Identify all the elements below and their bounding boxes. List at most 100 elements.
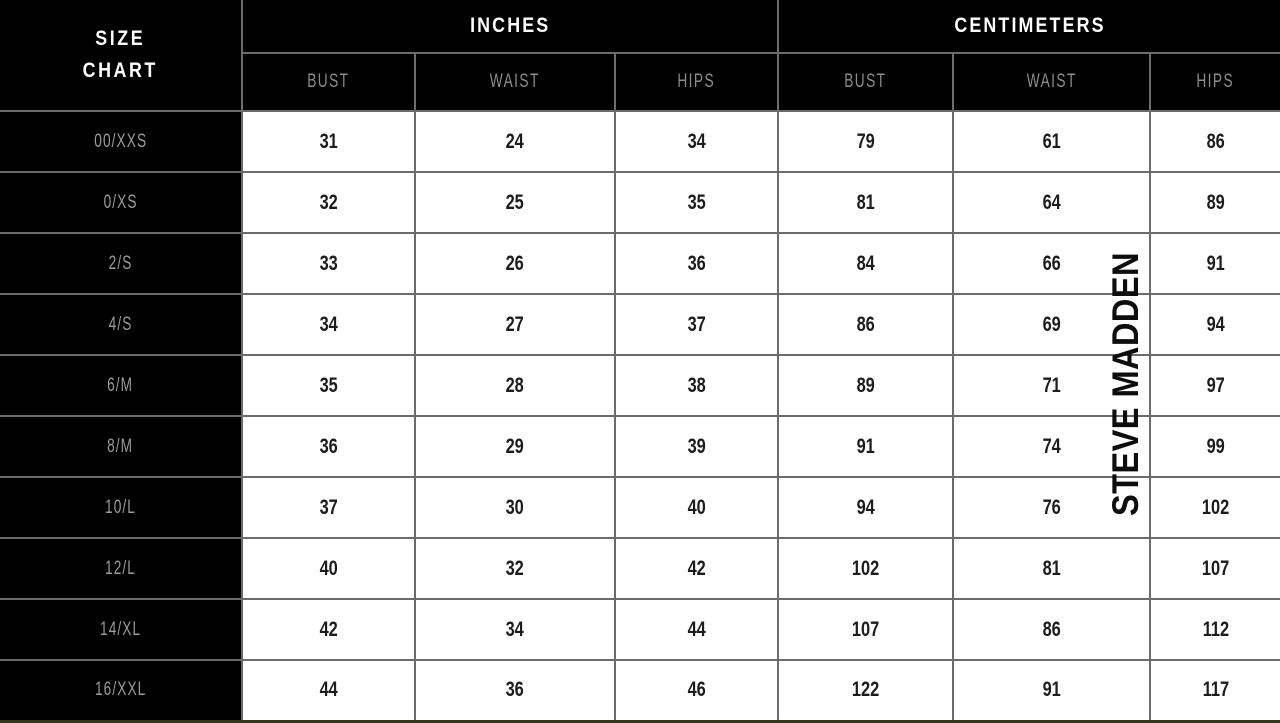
inches-hips-cell: 35 <box>613 171 780 234</box>
measurement-value: 91 <box>1042 678 1061 702</box>
table-row: 8/M 36 29 39 91 74 99 <box>0 415 1280 478</box>
cm-bust-cell: 89 <box>777 354 955 417</box>
measurement-value: 44 <box>319 678 338 702</box>
measurement-header-row: BUST WAIST HIPS BUST WAIST HIPS <box>0 52 1280 112</box>
size-label-cell: 6/M <box>0 354 243 417</box>
cm-waist-cell: 64 <box>952 171 1152 234</box>
measurement-value: 40 <box>319 556 338 580</box>
measurement-value: 94 <box>1206 312 1225 336</box>
column-header-cm-waist: WAIST <box>952 52 1152 112</box>
size-label: 6/M <box>107 374 134 396</box>
measurement-value: 107 <box>1201 556 1230 580</box>
cm-waist-cell: 81 <box>952 537 1152 600</box>
measurement-value: 34 <box>319 312 338 336</box>
size-label-cell: 0/XS <box>0 171 243 234</box>
inches-bust-cell: 31 <box>241 110 416 173</box>
table-row: 12/L 40 32 42 102 81 107 <box>0 537 1280 600</box>
inches-bust-cell: 32 <box>241 171 416 234</box>
cm-bust-cell: 102 <box>777 537 955 600</box>
size-label: 14/XL <box>99 618 142 640</box>
measurement-value: 86 <box>1206 129 1225 153</box>
cm-hips-cell: 86 <box>1149 110 1280 173</box>
measurement-value: 42 <box>319 617 338 641</box>
column-header-cm-bust: BUST <box>777 52 955 112</box>
measurement-value: 37 <box>687 312 706 336</box>
inches-waist-cell: 30 <box>414 476 616 539</box>
inches-bust-cell: 36 <box>241 415 416 478</box>
measurement-value: 35 <box>687 190 706 214</box>
column-header-cm-hips: HIPS <box>1149 52 1280 112</box>
column-header-label: HIPS <box>677 71 716 92</box>
inches-hips-cell: 46 <box>613 659 780 723</box>
cm-bust-cell: 86 <box>777 293 955 356</box>
inches-hips-cell: 44 <box>613 598 780 661</box>
measurement-value: 42 <box>687 556 706 580</box>
size-label-cell: 10/L <box>0 476 243 539</box>
measurement-value: 102 <box>1201 495 1230 519</box>
cm-waist-cell: 91 <box>952 659 1152 723</box>
cm-bust-cell: 91 <box>777 415 955 478</box>
column-header-label: WAIST <box>489 71 541 92</box>
measurement-value: 36 <box>687 251 706 275</box>
column-header-label: HIPS <box>1196 71 1235 92</box>
cm-hips-cell: 102 <box>1149 476 1280 539</box>
measurement-value: 36 <box>319 434 338 458</box>
inches-hips-cell: 36 <box>613 232 780 295</box>
measurement-value: 24 <box>505 129 525 153</box>
table-row: 0/XS 32 25 35 81 64 89 <box>0 171 1280 234</box>
measurement-value: 81 <box>856 190 875 214</box>
inches-hips-cell: 37 <box>613 293 780 356</box>
measurement-value: 99 <box>1206 434 1225 458</box>
measurement-value: 91 <box>856 434 875 458</box>
measurement-value: 97 <box>1206 373 1225 397</box>
inches-waist-cell: 25 <box>414 171 616 234</box>
measurement-value: 107 <box>851 617 880 641</box>
measurement-value: 35 <box>319 373 338 397</box>
cm-hips-cell: 97 <box>1149 354 1280 417</box>
measurement-value: 28 <box>505 373 525 397</box>
cm-hips-cell: 117 <box>1149 659 1280 723</box>
measurement-value: 122 <box>851 678 880 702</box>
size-label: 0/XS <box>103 191 138 213</box>
cm-bust-cell: 81 <box>777 171 955 234</box>
measurement-value: 33 <box>319 251 338 275</box>
size-label-cell: 8/M <box>0 415 243 478</box>
measurement-value: 91 <box>1206 251 1225 275</box>
measurement-value: 74 <box>1042 434 1061 458</box>
cm-hips-cell: 89 <box>1149 171 1280 234</box>
inches-waist-cell: 26 <box>414 232 616 295</box>
cm-waist-cell: 74 <box>952 415 1152 478</box>
measurement-value: 66 <box>1042 251 1061 275</box>
cm-bust-cell: 79 <box>777 110 955 173</box>
measurement-value: 44 <box>687 617 706 641</box>
measurement-value: 25 <box>505 190 525 214</box>
measurement-value: 81 <box>1042 556 1061 580</box>
inches-hips-cell: 38 <box>613 354 780 417</box>
measurement-value: 112 <box>1202 617 1229 641</box>
measurement-value: 117 <box>1202 678 1229 702</box>
measurement-value: 89 <box>856 373 875 397</box>
inches-bust-cell: 42 <box>241 598 416 661</box>
size-label: 8/M <box>107 435 134 457</box>
inches-waist-cell: 36 <box>414 659 616 723</box>
measurement-value: 89 <box>1206 190 1225 214</box>
size-label: 4/S <box>108 313 133 335</box>
size-label-cell: 00/XXS <box>0 110 243 173</box>
measurement-value: 34 <box>505 617 525 641</box>
size-label: 10/L <box>105 496 136 518</box>
unit-group-header-row: SIZE CHART INCHES CENTIMETERS <box>0 0 1280 112</box>
measurement-value: 38 <box>687 373 706 397</box>
measurement-value: 102 <box>851 556 880 580</box>
cm-hips-cell: 94 <box>1149 293 1280 356</box>
cm-hips-cell: 107 <box>1149 537 1280 600</box>
inches-waist-cell: 32 <box>414 537 616 600</box>
measurement-value: 79 <box>856 129 875 153</box>
measurement-value: 29 <box>505 434 525 458</box>
column-header-inches-bust: BUST <box>242 52 416 112</box>
table-title-line1: SIZE <box>95 27 146 50</box>
size-label: 2/S <box>108 252 133 274</box>
inches-bust-cell: 37 <box>241 476 416 539</box>
cm-hips-cell: 99 <box>1149 415 1280 478</box>
unit-group-cell-centimeters: CENTIMETERS <box>777 0 1280 54</box>
